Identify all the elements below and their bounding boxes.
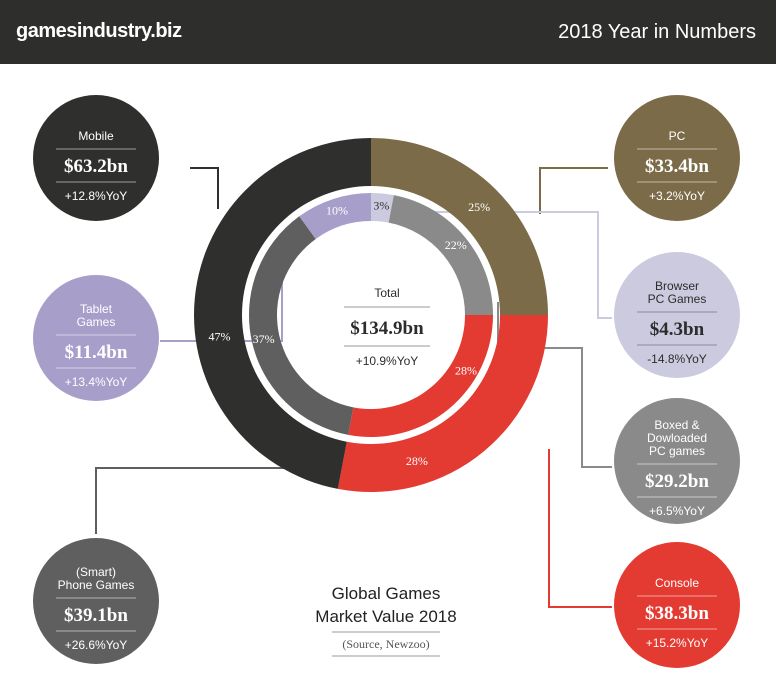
bubble-boxed-value: $29.2bn [645, 471, 709, 492]
bubble-browser-circle [614, 252, 740, 378]
bubble-tablet-value: $11.4bn [65, 342, 128, 363]
brand-logo: gamesindustry.biz [16, 20, 182, 42]
outer-segment-pc [371, 138, 548, 315]
outer-pct-label-pc: 25% [468, 200, 490, 214]
bubble-pc-yoy: +3.2%YoY [649, 189, 705, 203]
inner-segment-console [348, 315, 493, 438]
ring-percent-labels: 25% 28% 47% 3% 22% 28% 37% 10% [209, 198, 491, 467]
header-title: 2018 Year in Numbers [558, 21, 756, 43]
connector-boxed [497, 302, 612, 468]
total-label: Total [374, 286, 399, 300]
bubble-smartphone-title-1: (Smart) [76, 565, 116, 579]
inner-ring [248, 193, 493, 438]
outer-ring [194, 138, 548, 492]
bubble-smartphone-yoy: +26.6%YoY [65, 638, 128, 652]
bubble-pc-title-1: PC [669, 129, 686, 143]
bubble-boxed-title-3: PC games [649, 444, 705, 458]
bubble-console-yoy: +15.2%YoY [646, 636, 709, 650]
inner-segment-browser-pc-games [371, 193, 394, 223]
inner-pct-label-browser-pc-games: 3% [373, 198, 389, 212]
bubble-tablet-yoy: +13.4%YoY [65, 375, 128, 389]
bubble-smartphone-title-2: Phone Games [58, 578, 135, 592]
chart-title-line2: Market Value 2018 [315, 607, 456, 626]
inner-segment-tablet-games [299, 193, 371, 239]
inner-segment-boxed-dowloaded-pc-games [388, 195, 493, 315]
bubble-browser-title-1: Browser [655, 279, 699, 293]
outer-segment-mobile [194, 138, 371, 489]
connector-pc [539, 167, 608, 214]
connector-mobile [190, 167, 219, 209]
outer-pct-label-console: 28% [406, 454, 428, 468]
bubble-tablet-circle [33, 275, 159, 401]
bubble-browser-value: $4.3bn [650, 319, 705, 340]
center-total: Total $134.9bn +10.9%YoY [344, 286, 430, 368]
outer-segment-console [337, 315, 548, 492]
inner-pct-label-boxed-dowloaded-pc-games: 22% [445, 238, 467, 252]
bubble-mobile-title-1: Mobile [78, 129, 114, 143]
bubble-pc-circle [614, 95, 740, 221]
bubble-mobile-circle [33, 95, 159, 221]
bubble-browser-yoy: -14.8%YoY [647, 352, 707, 366]
bubble-boxed-yoy: +6.5%YoY [649, 504, 705, 518]
bubble-console: Console $38.3bn +15.2%YoY [614, 542, 740, 668]
connector-lines [95, 167, 612, 608]
chart-title-block: Global Games Market Value 2018 (Source, … [315, 584, 457, 657]
bubble-console-circle [614, 542, 740, 668]
chart-title-line1: Global Games [332, 584, 441, 603]
inner-segment-smart-phone-games [248, 216, 354, 435]
bubble-console-title-1: Console [655, 576, 699, 590]
header-bar: gamesindustry.biz 2018 Year in Numbers [0, 0, 776, 64]
bubble-pc-value: $33.4bn [645, 156, 709, 177]
bubble-smartphone-circle [33, 538, 159, 664]
bubble-mobile: Mobile $63.2bn +12.8%YoY [33, 95, 159, 221]
total-yoy: +10.9%YoY [356, 354, 419, 368]
segment-bubbles: Mobile $63.2bn +12.8%YoY PC $33.4bn +3.2%YoY T… [33, 95, 740, 668]
outer-pct-label-mobile: 47% [209, 330, 231, 344]
inner-pct-label-tablet-games: 10% [326, 203, 348, 217]
chart-source: (Source, Newzoo) [342, 637, 429, 651]
market-donut-chart: 25% 28% 47% 3% 22% 28% 37% 10% Total $134.9bn +… [33, 95, 740, 668]
bubble-smartphone-value: $39.1bn [64, 605, 128, 626]
bubble-boxed-circle [614, 398, 740, 524]
bubble-smartphone: (Smart)Phone Games $39.1bn +26.6%YoY [33, 538, 159, 664]
bubble-boxed-title-2: Dowloaded [647, 431, 707, 445]
bubble-tablet-title-1: Tablet [80, 302, 113, 316]
connector-console [548, 449, 612, 608]
inner-pct-label-smart-phone-games: 37% [253, 332, 275, 346]
total-value: $134.9bn [350, 318, 424, 339]
bubble-pc: PC $33.4bn +3.2%YoY [614, 95, 740, 221]
bubble-mobile-yoy: +12.8%YoY [65, 189, 128, 203]
inner-pct-label-console: 28% [455, 363, 477, 377]
bubble-boxed-title-1: Boxed & [654, 418, 699, 432]
bubble-mobile-value: $63.2bn [64, 156, 128, 177]
bubble-browser-title-2: PC Games [648, 292, 707, 306]
bubble-tablet-title-2: Games [77, 315, 116, 329]
bubble-console-value: $38.3bn [645, 603, 709, 624]
